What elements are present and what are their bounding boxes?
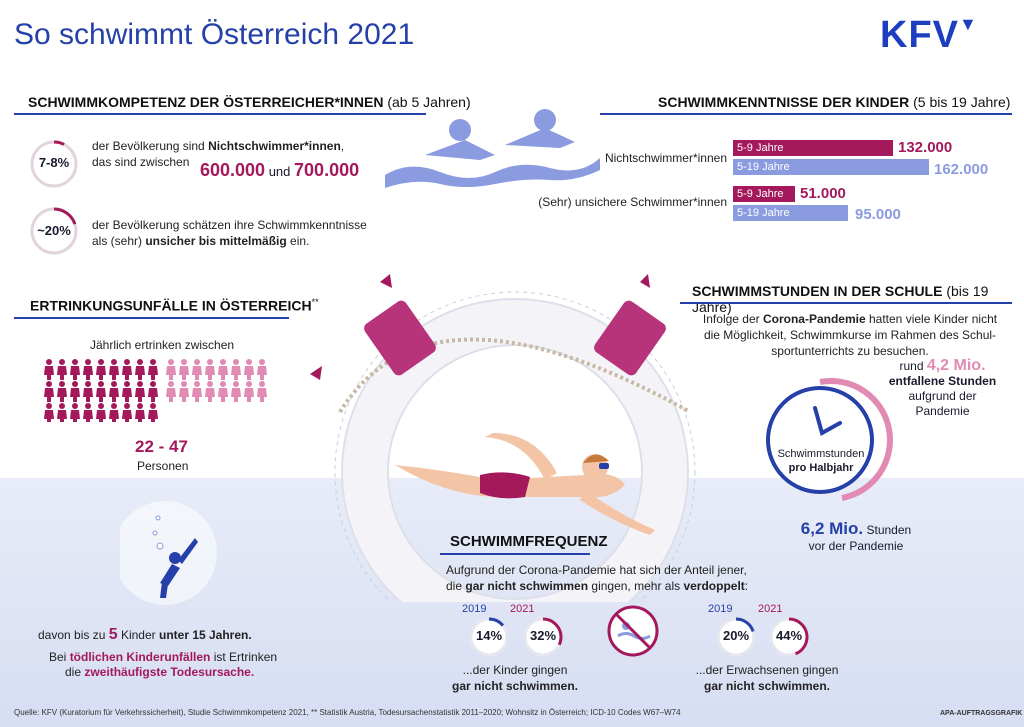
competence-item1-line1: der Bevölkerung sind Nichtschwimmer*inne…	[92, 139, 345, 153]
children-row1-value2: 162.000	[934, 161, 989, 178]
children-row2-value2: 95.000	[855, 206, 901, 223]
adults-year-2021: 2021	[758, 603, 783, 615]
drowning-child-illustration	[120, 501, 217, 605]
children-rule	[600, 113, 1012, 115]
frequency-heading: SCHWIMMFREQUENZ	[450, 533, 608, 550]
competence-circle-1-value: 7-8%	[38, 155, 70, 170]
competence-rule	[14, 113, 426, 115]
agency-label: APA-AUFTRAGSGRAFIK	[940, 710, 1023, 717]
frequency-text: Aufgrund der Corona-Pandemie hat sich de…	[446, 563, 749, 593]
drowning-people-icons	[44, 359, 267, 422]
competence-circle-2-value: ~20%	[37, 223, 71, 238]
school-clock-chart	[766, 378, 894, 501]
drowning-range: 22 - 47	[135, 437, 188, 456]
competence-circle-1	[30, 140, 78, 188]
adults-value-2019: 20%	[722, 628, 750, 643]
drowning-fatal-line2: die zweithäufigste Todesursache.	[65, 665, 255, 679]
competence-heading: SCHWIMMKOMPETENZ DER ÖSTERREICHER*INNEN …	[28, 94, 471, 110]
school-heading: SCHWIMMSTUNDEN IN DER SCHULE (bis 19 Jah…	[692, 283, 989, 315]
competence-item1-numbers: 600.000 und 700.000	[200, 160, 360, 180]
adults-caption: ...der Erwachsenen gingen gar nicht schwi…	[695, 663, 839, 693]
kids-year-2019: 2019	[462, 603, 487, 615]
drowning-intro: Jährlich ertrinken zwischen	[90, 338, 235, 352]
children-row2-label: (Sehr) unsichere Schwimmer*innen	[538, 195, 727, 209]
children-row2-value1: 51.000	[800, 185, 846, 202]
swimmers-icon	[385, 109, 600, 188]
adults-donut-2019	[716, 617, 756, 657]
competence-item2-line2: als (sehr) unsicher bis mittelmäßig ein.	[92, 234, 310, 248]
swimmer-figure	[395, 433, 655, 535]
school-rule	[680, 302, 1012, 304]
adults-value-2021: 44%	[775, 628, 803, 643]
adults-year-2019: 2019	[708, 603, 733, 615]
page-title: So schwimmt Österreich 2021	[14, 18, 415, 51]
drowning-fatal-line1: Bei tödlichen Kinderunfällen ist Ertrink…	[49, 650, 278, 664]
frequency-rule	[440, 553, 590, 555]
children-row1-value1: 132.000	[898, 139, 953, 156]
lifebuoy-illustration	[310, 274, 696, 602]
drowning-rule	[14, 317, 289, 319]
kfv-logo: KFV▼	[880, 14, 978, 56]
drowning-kids-line: davon bis zu 5 Kinder unter 15 Jahren.	[38, 626, 252, 643]
kids-year-2021: 2021	[510, 603, 535, 615]
children-heading: SCHWIMMKENNTNISSE DER KINDER (5 bis 19 J…	[658, 94, 1011, 110]
kids-value-2019: 14%	[475, 628, 503, 643]
no-swimming-icon	[607, 605, 659, 657]
children-row1-label: Nichtschwimmer*innen	[604, 151, 727, 165]
drowning-heading: ERTRINKUNGSUNFÄLLE IN ÖSTERREICH**	[30, 297, 319, 314]
competence-item1-line2: das sind zwischen	[92, 155, 190, 169]
children-row1-bar1: 5-9 Jahre	[733, 140, 893, 156]
kids-donut-2021	[523, 617, 563, 657]
drowning-unit: Personen	[137, 459, 189, 473]
competence-item2-line1: der Bevölkerung schätzen ihre Schwimmken…	[92, 218, 367, 232]
competence-circle-2	[30, 207, 78, 255]
footer-source: Quelle: KFV (Kuratorium für Verkehrssich…	[14, 708, 681, 717]
children-row1-bar2: 5-19 Jahre	[733, 159, 929, 175]
school-clock-label: Schwimmstunden pro Halbjahr	[777, 448, 865, 474]
kids-caption: ...der Kinder gingen gar nicht schwimmen.	[451, 663, 579, 693]
kids-value-2021: 32%	[529, 628, 557, 643]
school-lost-hours: rund 4,2 Mio. entfallene Stunden aufgrun…	[888, 357, 997, 419]
kids-donut-2019	[469, 617, 509, 657]
children-row2-bar1: 5-9 Jahre	[733, 186, 795, 202]
school-text: Infolge der Corona-Pandemie hatten viele…	[702, 312, 998, 358]
school-before-hours: 6,2 Mio. Stunden vor der Pandemie	[800, 519, 912, 553]
children-row2-bar2: 5-19 Jahre	[733, 205, 848, 221]
adults-donut-2021	[769, 617, 809, 657]
